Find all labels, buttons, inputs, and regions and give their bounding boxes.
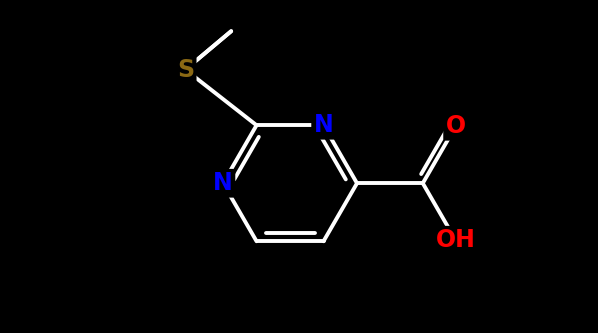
Text: S: S	[177, 58, 194, 82]
Text: N: N	[213, 171, 233, 195]
Text: N: N	[313, 113, 334, 137]
Text: OH: OH	[436, 228, 475, 252]
Text: S: S	[177, 58, 194, 82]
Text: O: O	[446, 114, 466, 138]
